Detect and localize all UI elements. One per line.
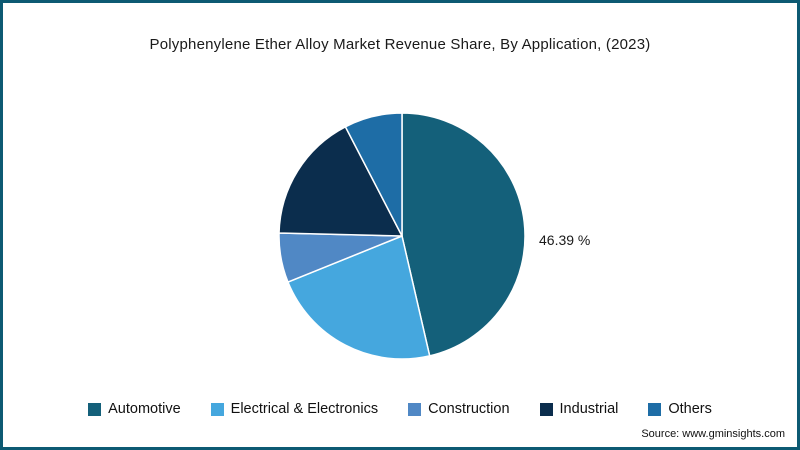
- legend: Automotive Electrical & Electronics Constr…: [3, 401, 797, 417]
- legend-swatch-others: [648, 402, 662, 416]
- legend-item-electrical-electronics[interactable]: Electrical & Electronics: [210, 401, 379, 417]
- legend-swatch-electrical-electronics: [210, 402, 224, 416]
- automotive-share-label: 46.39 %: [539, 232, 591, 248]
- legend-label-electrical-electronics: Electrical & Electronics: [230, 401, 379, 417]
- legend-label-automotive: Automotive: [108, 401, 181, 417]
- pie-slice-electrical-electronics[interactable]: [287, 235, 431, 360]
- pie-svg: [278, 112, 526, 360]
- legend-label-construction: Construction: [428, 401, 510, 417]
- legend-item-automotive[interactable]: Automotive: [88, 401, 181, 417]
- source-note: Source: www.gminsights.com: [641, 428, 785, 440]
- pie-slice-automotive[interactable]: [401, 112, 526, 357]
- legend-item-others[interactable]: Others: [648, 401, 712, 417]
- pie-chart: [271, 105, 533, 367]
- chart-title: Polyphenylene Ether Alloy Market Revenue…: [149, 36, 651, 53]
- legend-label-industrial: Industrial: [559, 401, 619, 417]
- legend-swatch-industrial: [539, 402, 553, 416]
- legend-label-others: Others: [668, 401, 712, 417]
- legend-swatch-automotive: [88, 402, 102, 416]
- legend-item-construction[interactable]: Construction: [408, 401, 510, 417]
- pie-slice-industrial[interactable]: [278, 126, 403, 237]
- legend-item-industrial[interactable]: Industrial: [539, 401, 619, 417]
- legend-swatch-construction: [408, 402, 422, 416]
- pie-slice-others[interactable]: [344, 112, 403, 237]
